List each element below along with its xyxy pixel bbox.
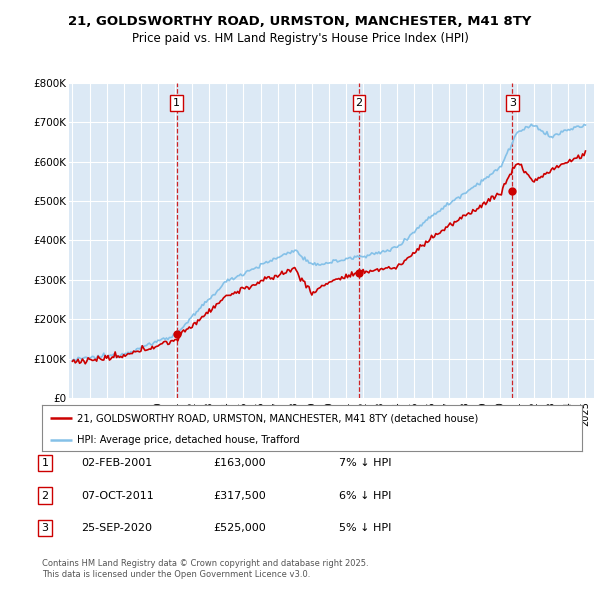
Text: £317,500: £317,500 xyxy=(213,491,266,500)
Text: 02-FEB-2001: 02-FEB-2001 xyxy=(81,458,152,468)
Text: 21, GOLDSWORTHY ROAD, URMSTON, MANCHESTER, M41 8TY (detached house): 21, GOLDSWORTHY ROAD, URMSTON, MANCHESTE… xyxy=(77,413,478,423)
Text: 3: 3 xyxy=(41,523,49,533)
Text: 6% ↓ HPI: 6% ↓ HPI xyxy=(339,491,391,500)
Text: 07-OCT-2011: 07-OCT-2011 xyxy=(81,491,154,500)
Text: 5% ↓ HPI: 5% ↓ HPI xyxy=(339,523,391,533)
Text: 3: 3 xyxy=(509,98,516,108)
Text: 25-SEP-2020: 25-SEP-2020 xyxy=(81,523,152,533)
Text: 2: 2 xyxy=(41,491,49,500)
Text: £163,000: £163,000 xyxy=(213,458,266,468)
Text: HPI: Average price, detached house, Trafford: HPI: Average price, detached house, Traf… xyxy=(77,435,300,445)
Text: Contains HM Land Registry data © Crown copyright and database right 2025.: Contains HM Land Registry data © Crown c… xyxy=(42,559,368,568)
Text: 2: 2 xyxy=(355,98,362,108)
Text: This data is licensed under the Open Government Licence v3.0.: This data is licensed under the Open Gov… xyxy=(42,571,310,579)
Text: 21, GOLDSWORTHY ROAD, URMSTON, MANCHESTER, M41 8TY: 21, GOLDSWORTHY ROAD, URMSTON, MANCHESTE… xyxy=(68,15,532,28)
Text: 1: 1 xyxy=(41,458,49,468)
Text: Price paid vs. HM Land Registry's House Price Index (HPI): Price paid vs. HM Land Registry's House … xyxy=(131,32,469,45)
Text: £525,000: £525,000 xyxy=(213,523,266,533)
Text: 1: 1 xyxy=(173,98,180,108)
Text: 7% ↓ HPI: 7% ↓ HPI xyxy=(339,458,391,468)
